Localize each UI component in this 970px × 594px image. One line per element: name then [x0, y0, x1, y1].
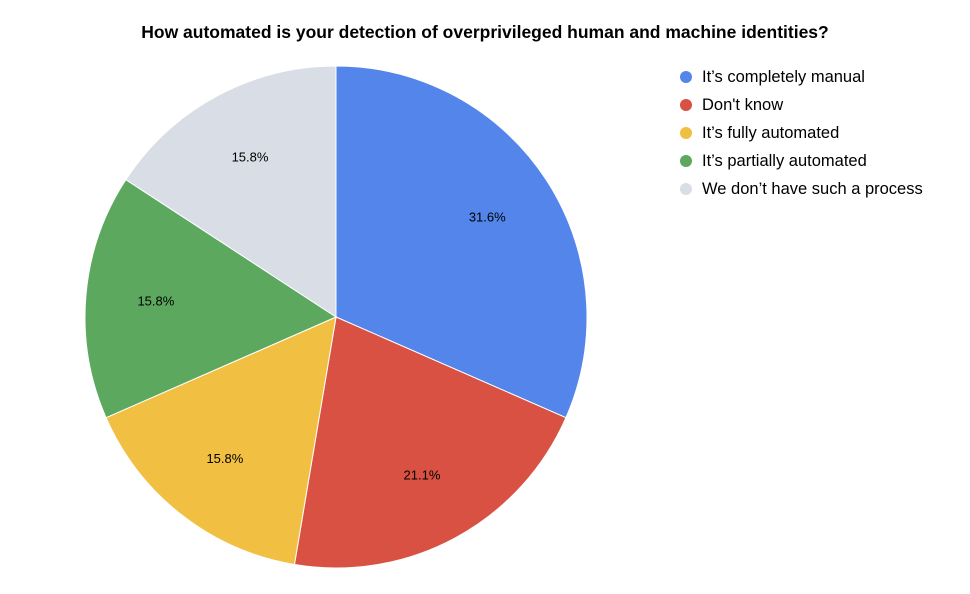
pie-slice-4 [125, 65, 337, 318]
legend-item-2: It’s fully automated [680, 119, 923, 147]
chart-legend: It’s completely manual Don't know It’s ful… [680, 63, 923, 203]
legend-label-3: It’s partially automated [702, 151, 867, 170]
slice-value-label-3: 15.8% [137, 293, 174, 308]
legend-swatch-4 [680, 183, 692, 195]
legend-swatch-1 [680, 99, 692, 111]
pie-slice-0 [335, 65, 588, 419]
legend-item-1: Don't know [680, 91, 923, 119]
legend-item-4: We don’t have such a process [680, 175, 923, 203]
legend-label-4: We don’t have such a process [702, 179, 923, 198]
legend-swatch-0 [680, 71, 692, 83]
legend-swatch-3 [680, 155, 692, 167]
pie-slice-2 [105, 316, 337, 566]
legend-swatch-2 [680, 127, 692, 139]
legend-label-2: It’s fully automated [702, 123, 840, 142]
slice-value-label-2: 15.8% [206, 451, 243, 466]
pie-slice-1 [293, 316, 567, 569]
slice-value-label-0: 31.6% [469, 210, 506, 225]
slice-value-label-4: 15.8% [232, 149, 269, 164]
legend-label-1: Don't know [702, 95, 784, 114]
slice-value-label-1: 21.1% [404, 467, 441, 482]
legend-item-3: It’s partially automated [680, 147, 923, 175]
legend-label-0: It’s completely manual [702, 67, 865, 86]
legend-item-0: It’s completely manual [680, 63, 923, 91]
chart-title: How automated is your detection of overp… [141, 22, 829, 42]
pie-slice-3 [84, 178, 338, 419]
